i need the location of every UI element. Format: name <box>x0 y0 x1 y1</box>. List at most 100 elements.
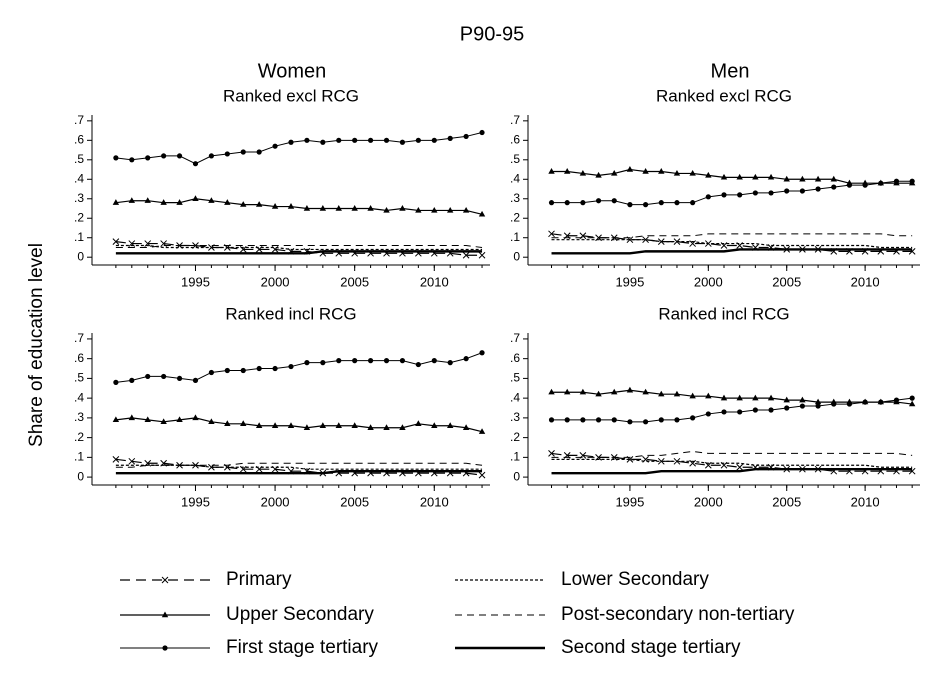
marker <box>367 424 374 430</box>
marker <box>287 203 295 209</box>
marker <box>256 149 262 155</box>
series-line <box>551 248 913 255</box>
marker <box>878 399 884 405</box>
series-line <box>551 458 913 468</box>
marker <box>478 471 486 479</box>
x-tick-label: 1995 <box>181 274 210 289</box>
series-line <box>115 417 483 433</box>
marker <box>705 171 712 178</box>
marker <box>579 388 587 395</box>
marker <box>399 205 406 211</box>
y-tick-label: .3 <box>510 410 520 424</box>
marker <box>113 155 119 161</box>
marker <box>673 169 681 176</box>
y-tick-label: 0 <box>513 249 520 263</box>
x-tick-label: 2000 <box>694 494 723 509</box>
panel-title: Ranked excl RCG <box>656 86 792 105</box>
marker <box>462 424 470 430</box>
marker <box>752 407 758 413</box>
marker <box>783 175 790 182</box>
marker <box>548 388 555 395</box>
marker <box>768 407 774 413</box>
y-tick-label: .7 <box>510 113 520 127</box>
marker <box>611 198 617 204</box>
y-tick-label: .5 <box>74 152 84 166</box>
series-line <box>115 469 483 475</box>
series-line <box>551 397 913 423</box>
marker <box>192 377 199 383</box>
marker <box>564 388 571 395</box>
x-tick-label: 2005 <box>772 494 801 509</box>
series-line <box>115 458 483 476</box>
y-tick-label: .4 <box>510 390 520 404</box>
marker <box>319 422 327 428</box>
y-tick-label: .1 <box>510 230 520 244</box>
marker <box>208 369 214 376</box>
marker <box>336 358 342 364</box>
legend-label: Primary <box>226 569 292 590</box>
marker <box>352 137 358 143</box>
marker <box>673 390 681 397</box>
marker <box>447 135 453 141</box>
y-tick-label: .3 <box>510 191 520 205</box>
marker <box>176 416 183 423</box>
marker <box>831 401 837 407</box>
marker <box>383 424 390 430</box>
marker <box>255 201 263 207</box>
x-tick-label: 2005 <box>340 274 369 289</box>
marker <box>112 416 120 423</box>
marker <box>224 420 231 427</box>
marker <box>893 178 900 184</box>
marker <box>160 199 167 205</box>
marker <box>658 200 664 206</box>
marker <box>548 167 555 174</box>
marker <box>752 190 758 196</box>
marker <box>319 205 327 211</box>
marker <box>814 398 822 405</box>
marker <box>658 390 665 397</box>
marker <box>674 417 680 423</box>
marker <box>161 576 169 584</box>
marker <box>767 173 775 180</box>
marker <box>643 419 649 425</box>
marker <box>721 192 727 198</box>
marker <box>271 422 279 428</box>
marker <box>564 200 570 206</box>
marker <box>415 361 421 368</box>
marker <box>784 188 790 194</box>
series-line <box>551 452 913 472</box>
chart-title: P90-95 <box>460 23 525 45</box>
marker <box>129 377 135 383</box>
marker <box>240 367 246 374</box>
marker <box>224 199 231 205</box>
marker <box>287 422 295 428</box>
y-tick-label: .6 <box>74 132 84 146</box>
y-tick-label: .6 <box>510 132 520 146</box>
marker <box>399 424 406 430</box>
marker <box>128 457 136 465</box>
marker <box>689 240 696 247</box>
marker <box>799 175 806 182</box>
marker <box>240 149 246 155</box>
series-line <box>115 352 483 383</box>
panel-title: Ranked excl RCG <box>223 86 359 105</box>
marker <box>721 409 727 415</box>
marker <box>399 358 406 364</box>
y-tick-label: 0 <box>77 469 84 483</box>
y-tick-label: .7 <box>74 331 84 345</box>
y-tick-label: .3 <box>74 191 84 205</box>
marker <box>815 186 821 192</box>
marker <box>737 192 743 198</box>
marker <box>720 394 728 401</box>
marker <box>658 167 665 174</box>
y-tick-label: .2 <box>74 210 84 224</box>
marker <box>627 202 633 208</box>
marker <box>431 137 437 143</box>
y-tick-label: 0 <box>77 249 84 263</box>
marker <box>643 202 649 208</box>
y-tick-label: .5 <box>74 371 84 385</box>
marker <box>689 392 696 399</box>
series-line <box>115 241 483 256</box>
marker <box>161 153 167 159</box>
